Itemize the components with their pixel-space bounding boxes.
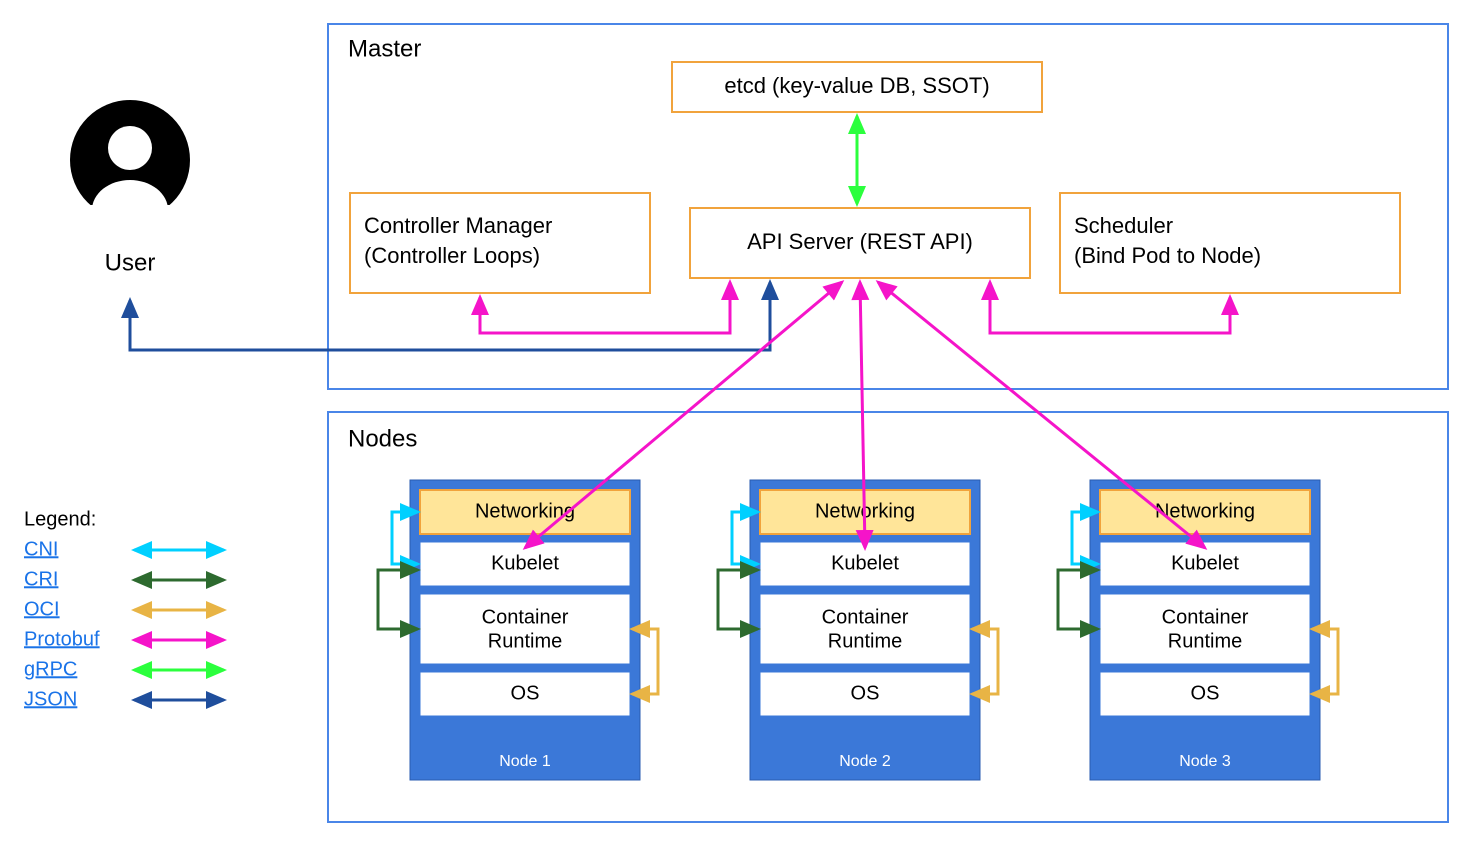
master-label: Master [348,35,421,62]
nodes-region-label: Nodes [348,425,417,452]
legend-title: Legend: [24,508,96,530]
node-footer: Node 2 [839,753,891,770]
legend-item-oci[interactable]: OCI [24,598,60,620]
runtime-row [1100,594,1310,664]
runtime-label-2: Runtime [828,630,902,652]
user-icon [60,100,200,265]
node-footer: Node 1 [499,753,551,770]
runtime-row [760,594,970,664]
legend-item-grpc[interactable]: gRPC [24,658,77,680]
scheduler-line2: (Bind Pod to Node) [1074,243,1261,268]
legend-item-protobuf[interactable]: Protobuf [24,628,100,650]
node-1: NetworkingKubeletContainerRuntimeOSNode … [410,480,640,780]
user-label: User [105,249,156,276]
kubelet-label: Kubelet [1171,552,1239,574]
runtime-label-2: Runtime [488,630,562,652]
runtime-row [420,594,630,664]
os-label: OS [1191,682,1220,704]
node-3: NetworkingKubeletContainerRuntimeOSNode … [1090,480,1320,780]
controller-line2: (Controller Loops) [364,243,540,268]
runtime-label-1: Container [822,606,909,628]
etcd-label: etcd (key-value DB, SSOT) [724,73,989,98]
legend-item-cni[interactable]: CNI [24,538,58,560]
runtime-label-1: Container [1162,606,1249,628]
os-label: OS [851,682,880,704]
api-label: API Server (REST API) [747,229,973,254]
os-label: OS [511,682,540,704]
legend-item-cri[interactable]: CRI [24,568,58,590]
runtime-label-2: Runtime [1168,630,1242,652]
scheduler-line1: Scheduler [1074,213,1173,238]
kubelet-label: Kubelet [831,552,899,574]
runtime-label-1: Container [482,606,569,628]
kubelet-label: Kubelet [491,552,559,574]
controller-line1: Controller Manager [364,213,552,238]
legend-item-json[interactable]: JSON [24,688,77,710]
node-footer: Node 3 [1179,753,1231,770]
